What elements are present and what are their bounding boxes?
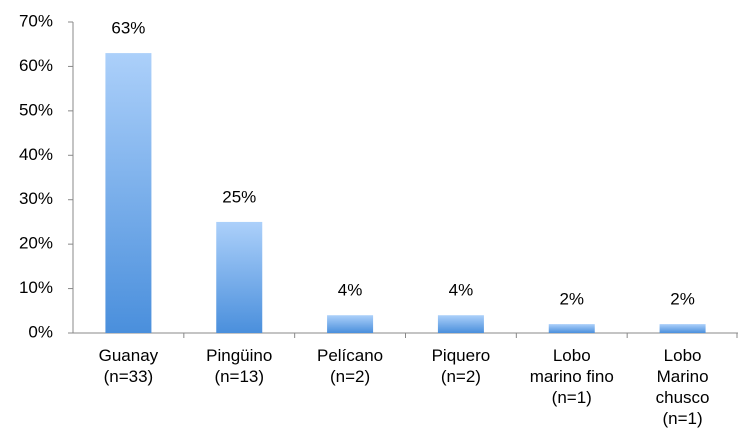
bar xyxy=(659,324,706,333)
x-tick-label: Guanay (n=33) xyxy=(98,346,159,386)
bar xyxy=(327,315,374,333)
y-tick-label: 30% xyxy=(19,189,53,208)
y-tick-label: 40% xyxy=(19,145,53,164)
x-tick-label: Lobo marino fino (n=1) xyxy=(529,346,614,407)
bar xyxy=(216,221,263,333)
data-label: 63% xyxy=(111,19,145,38)
x-tick-label: Pelícano (n=2) xyxy=(316,346,384,386)
x-tick-label: Lobo Marino chusco (n=1) xyxy=(655,346,710,428)
bar xyxy=(548,324,595,333)
data-label: 2% xyxy=(670,290,695,309)
y-tick-label: 60% xyxy=(19,56,53,75)
y-tick-label: 20% xyxy=(19,234,53,253)
data-label: 4% xyxy=(338,281,363,300)
y-tick-label: 70% xyxy=(19,11,53,30)
data-label: 2% xyxy=(559,290,584,309)
bar xyxy=(437,315,484,333)
x-tick-label: Piquero (n=2) xyxy=(431,346,491,386)
data-label: 25% xyxy=(222,187,256,206)
bar xyxy=(105,53,152,333)
y-tick-label: 10% xyxy=(19,278,53,297)
data-label: 4% xyxy=(449,281,474,300)
x-tick-label: Pingüino (n=13) xyxy=(206,346,273,386)
y-tick-label: 50% xyxy=(19,100,53,119)
y-tick-label: 0% xyxy=(28,322,53,341)
